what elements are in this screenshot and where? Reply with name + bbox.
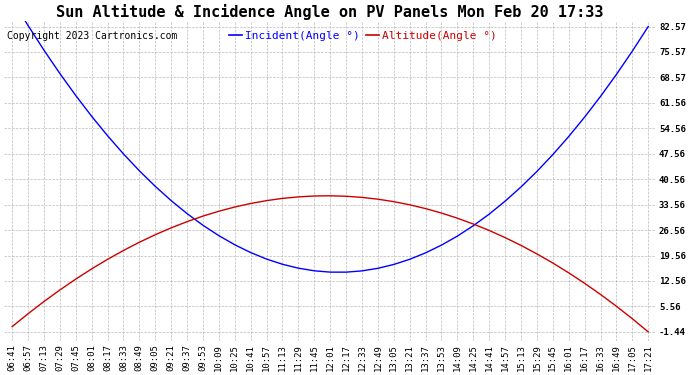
Title: Sun Altitude & Incidence Angle on PV Panels Mon Feb 20 17:33: Sun Altitude & Incidence Angle on PV Pan… (57, 4, 604, 20)
Text: Copyright 2023 Cartronics.com: Copyright 2023 Cartronics.com (8, 31, 178, 41)
Legend: Incident(Angle °), Altitude(Angle °): Incident(Angle °), Altitude(Angle °) (224, 27, 502, 46)
